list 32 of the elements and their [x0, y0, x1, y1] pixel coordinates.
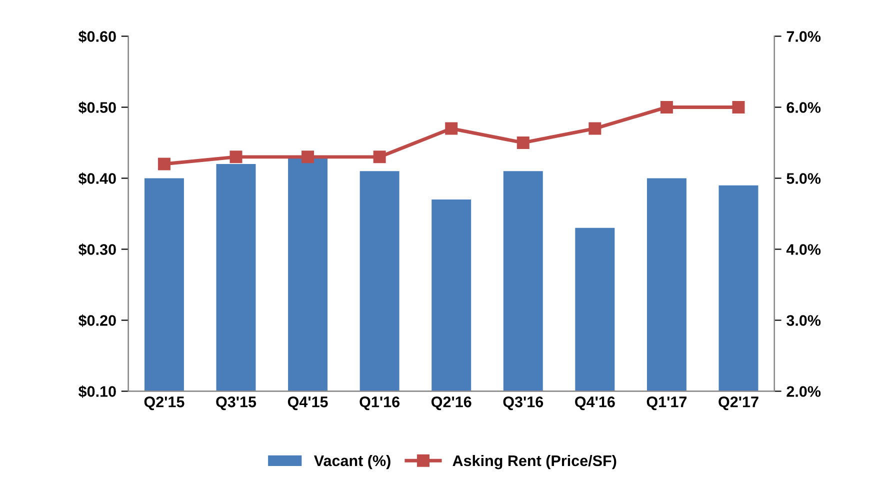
x-tick-label: Q2'15 — [144, 396, 184, 410]
x-tick-label: Q1'17 — [646, 396, 687, 410]
point — [158, 158, 170, 170]
y2-tick-label: 7.0% — [786, 31, 821, 42]
legend-label: Vacant (%) — [314, 454, 390, 470]
x-tick-label: Q4'16 — [575, 396, 615, 410]
y-tick-label: $0.50 — [78, 101, 116, 114]
x-tick-label: Q3'16 — [503, 396, 544, 410]
point — [660, 100, 673, 114]
point — [230, 150, 242, 164]
x-tick-label: Q3'15 — [216, 396, 256, 410]
y2-tick-label: 2.0% — [786, 386, 821, 397]
y-tick-label: $0.10 — [78, 385, 116, 398]
x-tick-label: Q1'16 — [360, 396, 400, 410]
y2-tick-label: 6.0% — [786, 102, 821, 113]
x-tick-label: Q4'15 — [288, 396, 328, 410]
point — [588, 122, 602, 135]
point — [516, 136, 530, 149]
y2-tick-label: 4.0% — [786, 244, 821, 255]
point — [445, 122, 458, 135]
point — [373, 150, 386, 164]
x-tick-label: Q2'17 — [718, 396, 758, 410]
y-tick-label: $0.30 — [78, 243, 116, 256]
y-tick-label: $0.40 — [78, 172, 116, 185]
legend-label: Asking Rent (Price/SF) — [452, 454, 616, 470]
y2-tick-label: 3.0% — [786, 315, 821, 326]
y2-tick-label: 5.0% — [786, 173, 821, 184]
point — [732, 100, 745, 114]
y-tick-label: $0.20 — [78, 314, 116, 327]
point — [302, 150, 314, 164]
x-tick-label: Q2'16 — [431, 396, 472, 410]
y-tick-label: $0.60 — [78, 30, 116, 43]
